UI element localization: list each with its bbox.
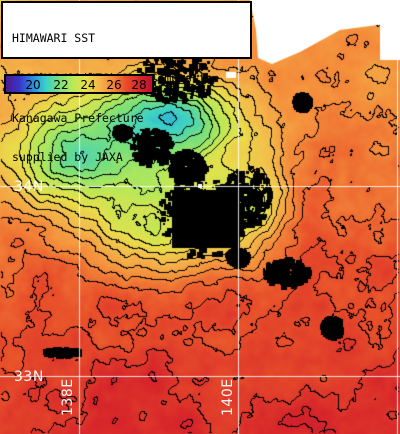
longitude-label-140e: 140E (220, 378, 236, 416)
title-line-1: HIMAWARI SST (12, 31, 96, 46)
colorbar-tick-22: 22 (53, 78, 69, 92)
colorbar-tick-20: 20 (25, 78, 41, 92)
longitude-label-138e: 138E (60, 378, 76, 416)
title-line-4: supplied by JAXA (12, 150, 123, 165)
title-box: HIMAWARI SST 2025/10/13(UTC) Day Composi… (1, 1, 252, 164)
colorbar: 20 22 24 26 28 (4, 74, 154, 94)
colorbar-tick-26: 26 (106, 78, 122, 92)
latitude-label-34n: 34N (14, 179, 44, 195)
colorbar-tick-24: 24 (80, 78, 96, 92)
title-line-3: Kanagawa Prefecture (12, 110, 144, 125)
colorbar-tick-28: 28 (131, 78, 147, 92)
colorbar-ramp (6, 76, 152, 92)
latitude-label-33n: 33N (14, 369, 44, 385)
